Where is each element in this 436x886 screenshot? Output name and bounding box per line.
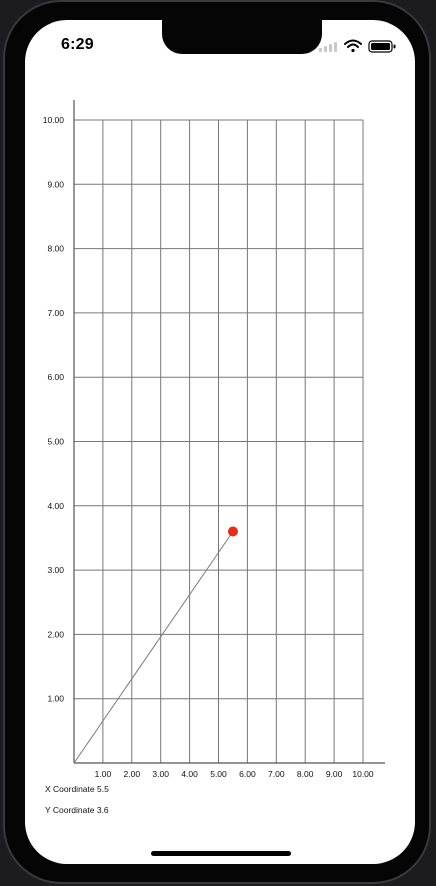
y-tick-label: 8.00 bbox=[47, 244, 64, 254]
x-tick-label: 9.00 bbox=[326, 769, 343, 779]
y-tick-label: 6.00 bbox=[47, 372, 64, 382]
y-coordinate-label: Y Coordinate bbox=[45, 805, 95, 815]
y-tick-label: 1.00 bbox=[47, 694, 64, 704]
battery-icon bbox=[368, 40, 396, 53]
x-coordinate-value: 5.5 bbox=[97, 784, 109, 794]
x-tick-label: 2.00 bbox=[124, 769, 141, 779]
x-tick-label: 4.00 bbox=[181, 769, 198, 779]
x-tick-label: 3.00 bbox=[152, 769, 169, 779]
home-indicator[interactable] bbox=[151, 851, 291, 856]
x-tick-label: 8.00 bbox=[297, 769, 314, 779]
y-tick-label: 4.00 bbox=[47, 501, 64, 511]
series-layer bbox=[73, 526, 238, 764]
x-coordinate-label: X Coordinate bbox=[45, 784, 95, 794]
device-frame: 6:29 1.00 2.00 3.00 4.00 5.00 6.00 7. bbox=[3, 0, 431, 884]
y-tick-label: 3.00 bbox=[47, 565, 64, 575]
signal-icon bbox=[319, 42, 337, 52]
x-tick-label: 6.00 bbox=[239, 769, 256, 779]
y-tick-label: 5.00 bbox=[47, 437, 64, 447]
x-tick-label: 7.00 bbox=[268, 769, 285, 779]
y-tick-label: 2.00 bbox=[47, 629, 64, 639]
status-icons bbox=[319, 39, 396, 53]
app-screen: 6:29 1.00 2.00 3.00 4.00 5.00 6.00 7. bbox=[25, 20, 415, 864]
y-coordinate-readout: Y Coordinate 3.6 bbox=[45, 805, 109, 815]
grid-layer bbox=[74, 119, 364, 763]
y-tick-label: 7.00 bbox=[47, 308, 64, 318]
axis-layer bbox=[73, 100, 385, 764]
status-time: 6:29 bbox=[61, 36, 94, 53]
marker-point bbox=[227, 526, 238, 537]
tick-labels: 1.00 2.00 3.00 4.00 5.00 6.00 7.00 8.00 9.00 10.0… bbox=[43, 115, 374, 779]
x-tick-label: 5.00 bbox=[210, 769, 227, 779]
y-coordinate-value: 3.6 bbox=[96, 805, 109, 815]
notch bbox=[162, 20, 322, 54]
y-tick-label: 10.00 bbox=[43, 115, 65, 125]
x-tick-label: 10.00 bbox=[352, 769, 374, 779]
series-line bbox=[73, 531, 234, 764]
x-tick-label: 1.00 bbox=[95, 769, 112, 779]
x-coordinate-readout: X Coordinate 5.5 bbox=[45, 784, 109, 794]
wifi-icon bbox=[344, 39, 362, 53]
coordinate-chart[interactable]: 1.00 2.00 3.00 4.00 5.00 6.00 7.00 8.00 9.00 10.0… bbox=[25, 20, 415, 820]
y-tick-label: 9.00 bbox=[47, 179, 64, 189]
